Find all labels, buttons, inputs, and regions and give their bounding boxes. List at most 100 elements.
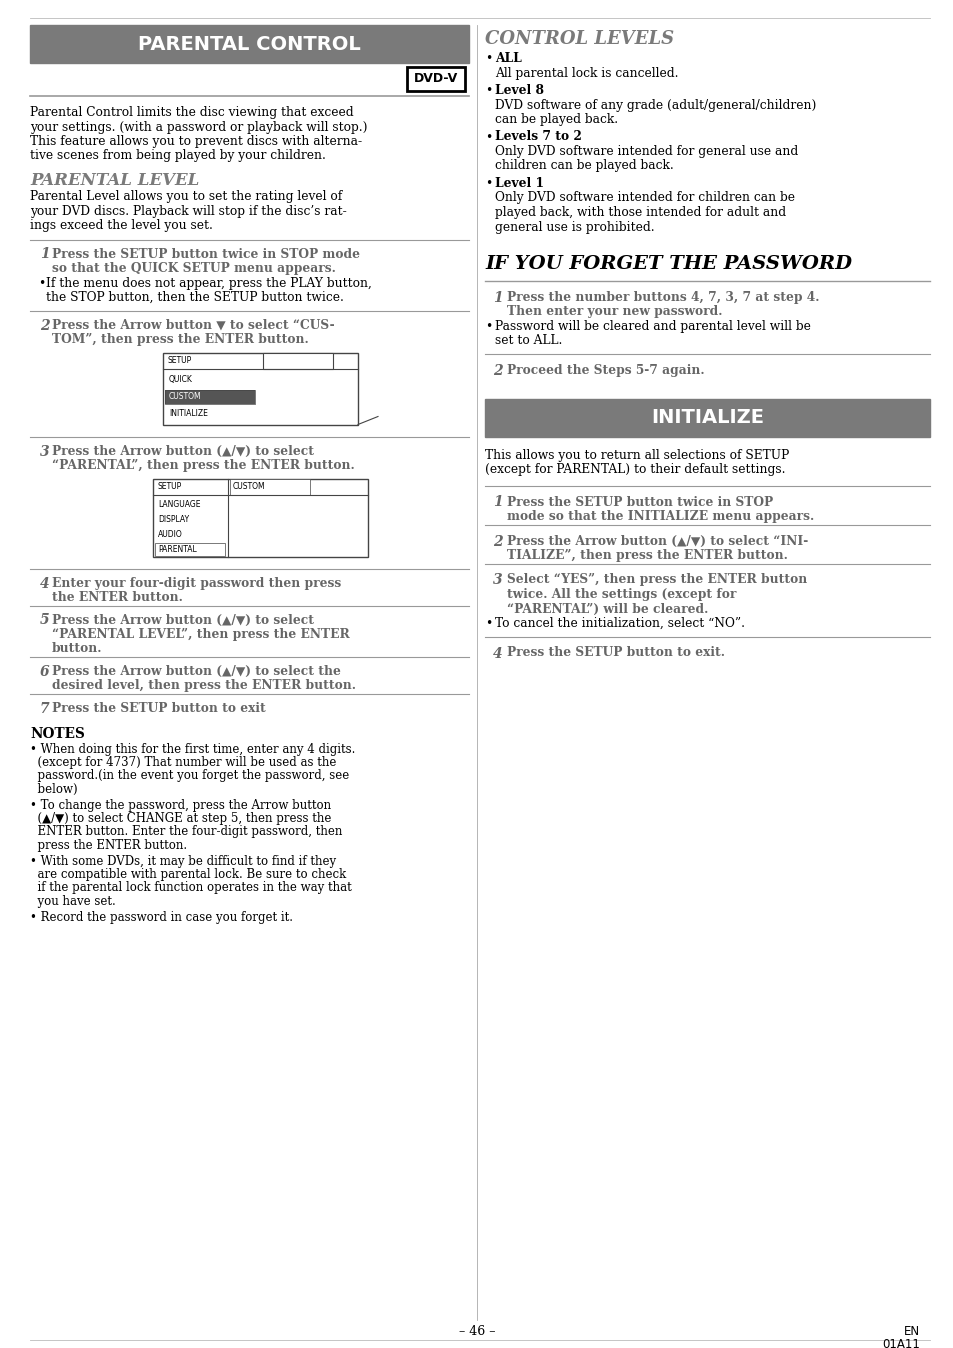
Text: 4: 4 xyxy=(40,577,50,590)
Text: INITIALIZE: INITIALIZE xyxy=(169,408,208,418)
Text: •: • xyxy=(484,84,492,97)
Text: •: • xyxy=(484,53,492,65)
Text: CUSTOM: CUSTOM xyxy=(169,392,201,400)
Bar xyxy=(230,479,310,495)
Bar xyxy=(165,390,254,403)
Text: played back, with those intended for adult and: played back, with those intended for adu… xyxy=(495,206,785,218)
Text: your settings. (with a password or playback will stop.): your settings. (with a password or playb… xyxy=(30,120,367,133)
Text: children can be played back.: children can be played back. xyxy=(495,159,673,173)
Text: so that the QUICK SETUP menu appears.: so that the QUICK SETUP menu appears. xyxy=(52,262,335,275)
Text: To cancel the initialization, select “NO”.: To cancel the initialization, select “NO… xyxy=(495,617,744,630)
Text: are compatible with parental lock. Be sure to check: are compatible with parental lock. Be su… xyxy=(30,868,346,882)
Bar xyxy=(152,479,368,557)
Text: Press the number buttons 4, 7, 3, 7 at step 4.: Press the number buttons 4, 7, 3, 7 at s… xyxy=(506,291,819,305)
Text: (except for 4737) That number will be used as the: (except for 4737) That number will be us… xyxy=(30,756,336,768)
Text: Press the SETUP button twice in STOP: Press the SETUP button twice in STOP xyxy=(506,496,772,508)
Text: • With some DVDs, it may be difficult to find if they: • With some DVDs, it may be difficult to… xyxy=(30,855,335,868)
Text: Press the SETUP button to exit.: Press the SETUP button to exit. xyxy=(506,647,724,659)
Text: QUICK: QUICK xyxy=(169,375,193,384)
Text: tive scenes from being played by your children.: tive scenes from being played by your ch… xyxy=(30,150,326,163)
Bar xyxy=(263,352,333,368)
Text: ings exceed the level you set.: ings exceed the level you set. xyxy=(30,218,213,232)
Text: PARENTAL CONTROL: PARENTAL CONTROL xyxy=(138,35,360,54)
Text: Press the Arrow button (▲/▼) to select: Press the Arrow button (▲/▼) to select xyxy=(52,613,314,627)
Text: DVD-V: DVD-V xyxy=(414,73,457,85)
Text: Levels 7 to 2: Levels 7 to 2 xyxy=(495,131,581,143)
Text: the STOP button, then the SETUP button twice.: the STOP button, then the SETUP button t… xyxy=(46,291,343,305)
Text: Press the Arrow button (▲/▼) to select: Press the Arrow button (▲/▼) to select xyxy=(52,445,314,457)
Text: twice. All the settings (except for: twice. All the settings (except for xyxy=(506,588,736,601)
Text: DISPLAY: DISPLAY xyxy=(158,515,189,524)
Text: SETUP: SETUP xyxy=(168,356,193,365)
Text: 6: 6 xyxy=(40,665,50,679)
Text: Parental Level allows you to set the rating level of: Parental Level allows you to set the rat… xyxy=(30,190,342,204)
Text: 4: 4 xyxy=(493,647,502,661)
Text: CONTROL LEVELS: CONTROL LEVELS xyxy=(484,30,674,49)
Text: 3: 3 xyxy=(493,573,502,588)
Text: SETUP: SETUP xyxy=(158,483,182,491)
Text: Press the SETUP button to exit: Press the SETUP button to exit xyxy=(52,702,266,714)
Text: you have set.: you have set. xyxy=(30,895,115,909)
Text: (▲/▼) to select CHANGE at step 5, then press the: (▲/▼) to select CHANGE at step 5, then p… xyxy=(30,811,331,825)
Text: Press the Arrow button (▲/▼) to select “INI-: Press the Arrow button (▲/▼) to select “… xyxy=(506,535,807,547)
Text: Only DVD software intended for children can be: Only DVD software intended for children … xyxy=(495,191,794,205)
Text: the ENTER button.: the ENTER button. xyxy=(52,590,183,604)
Text: TIALIZE”, then press the ENTER button.: TIALIZE”, then press the ENTER button. xyxy=(506,549,787,562)
Text: 2: 2 xyxy=(493,535,502,549)
Text: If the menu does not appear, press the PLAY button,: If the menu does not appear, press the P… xyxy=(46,276,372,290)
Text: TOM”, then press the ENTER button.: TOM”, then press the ENTER button. xyxy=(52,333,309,346)
Text: Enter your four-digit password then press: Enter your four-digit password then pres… xyxy=(52,577,341,589)
Text: PARENTAL LEVEL: PARENTAL LEVEL xyxy=(30,173,199,189)
Text: AUDIO: AUDIO xyxy=(158,530,183,539)
Text: Only DVD software intended for general use and: Only DVD software intended for general u… xyxy=(495,146,798,158)
Text: “PARENTAL”, then press the ENTER button.: “PARENTAL”, then press the ENTER button. xyxy=(52,460,355,472)
Bar xyxy=(407,67,464,92)
Text: 1: 1 xyxy=(40,248,50,262)
Text: • Record the password in case you forget it.: • Record the password in case you forget… xyxy=(30,910,293,923)
Text: Press the Arrow button (▲/▼) to select the: Press the Arrow button (▲/▼) to select t… xyxy=(52,665,340,678)
Text: NOTES: NOTES xyxy=(30,727,85,740)
Text: can be played back.: can be played back. xyxy=(495,113,618,125)
Text: CUSTOM: CUSTOM xyxy=(233,483,265,491)
Text: your DVD discs. Playback will stop if the disc’s rat-: your DVD discs. Playback will stop if th… xyxy=(30,205,346,217)
Text: Press the Arrow button ▼ to select “CUS-: Press the Arrow button ▼ to select “CUS- xyxy=(52,318,335,332)
Text: Parental Control limits the disc viewing that exceed: Parental Control limits the disc viewing… xyxy=(30,106,354,119)
Text: 3: 3 xyxy=(40,445,50,458)
Text: IF YOU FORGET THE PASSWORD: IF YOU FORGET THE PASSWORD xyxy=(484,255,851,274)
Text: general use is prohibited.: general use is prohibited. xyxy=(495,221,654,233)
Bar xyxy=(165,390,254,403)
Text: button.: button. xyxy=(52,643,102,655)
Text: password.(in the event you forget the password, see: password.(in the event you forget the pa… xyxy=(30,770,349,782)
Text: 5: 5 xyxy=(40,613,50,628)
Text: All parental lock is cancelled.: All parental lock is cancelled. xyxy=(495,66,678,80)
Text: PARENTAL: PARENTAL xyxy=(158,545,196,554)
Bar xyxy=(154,542,225,555)
Text: Level 8: Level 8 xyxy=(495,84,543,97)
Text: press the ENTER button.: press the ENTER button. xyxy=(30,838,187,852)
Text: •: • xyxy=(484,319,492,333)
Text: if the parental lock function operates in the way that: if the parental lock function operates i… xyxy=(30,882,352,895)
Text: 1: 1 xyxy=(493,496,502,510)
Text: INITIALIZE: INITIALIZE xyxy=(650,408,763,427)
Text: • To change the password, press the Arrow button: • To change the password, press the Arro… xyxy=(30,798,331,811)
Text: Then enter your new password.: Then enter your new password. xyxy=(506,306,721,318)
Text: 2: 2 xyxy=(40,318,50,333)
Text: •: • xyxy=(484,131,492,143)
Text: Proceed the Steps 5-7 again.: Proceed the Steps 5-7 again. xyxy=(506,364,704,377)
Text: 01A11: 01A11 xyxy=(882,1339,919,1348)
Text: ALL: ALL xyxy=(495,53,521,65)
Text: •: • xyxy=(484,177,492,190)
Text: Select “YES”, then press the ENTER button: Select “YES”, then press the ENTER butto… xyxy=(506,573,806,586)
Text: “PARENTAL”) will be cleared.: “PARENTAL”) will be cleared. xyxy=(506,603,708,616)
Text: •: • xyxy=(38,276,45,290)
Text: “PARENTAL LEVEL”, then press the ENTER: “PARENTAL LEVEL”, then press the ENTER xyxy=(52,628,350,642)
Text: This feature allows you to prevent discs with alterna-: This feature allows you to prevent discs… xyxy=(30,135,362,148)
Text: 2: 2 xyxy=(493,364,502,377)
Bar xyxy=(163,352,357,425)
Text: desired level, then press the ENTER button.: desired level, then press the ENTER butt… xyxy=(52,679,355,693)
Text: DVD software of any grade (adult/general/children): DVD software of any grade (adult/general… xyxy=(495,98,816,112)
Text: LANGUAGE: LANGUAGE xyxy=(158,500,200,510)
Bar xyxy=(30,26,469,63)
Text: • When doing this for the first time, enter any 4 digits.: • When doing this for the first time, en… xyxy=(30,743,355,755)
Text: EN: EN xyxy=(902,1325,919,1339)
